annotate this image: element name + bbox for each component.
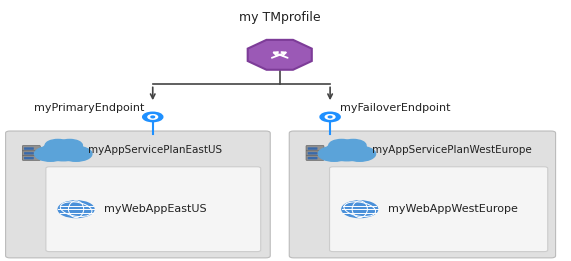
Text: myWebAppWestEurope: myWebAppWestEurope [388, 204, 517, 214]
FancyBboxPatch shape [24, 152, 34, 155]
FancyBboxPatch shape [22, 155, 41, 160]
Circle shape [325, 115, 335, 119]
Circle shape [42, 141, 85, 161]
FancyBboxPatch shape [24, 157, 34, 159]
FancyBboxPatch shape [306, 155, 324, 160]
Circle shape [60, 146, 92, 161]
Circle shape [45, 139, 71, 151]
FancyBboxPatch shape [306, 146, 324, 151]
Circle shape [151, 116, 155, 118]
FancyBboxPatch shape [24, 147, 34, 150]
Circle shape [148, 115, 158, 119]
Text: myWebAppEastUS: myWebAppEastUS [104, 204, 207, 214]
Circle shape [58, 201, 94, 218]
Circle shape [340, 139, 366, 151]
Circle shape [325, 141, 368, 161]
FancyBboxPatch shape [308, 152, 317, 155]
FancyBboxPatch shape [289, 131, 556, 258]
Text: myPrimaryEndpoint: myPrimaryEndpoint [34, 103, 144, 112]
FancyBboxPatch shape [308, 147, 317, 150]
FancyBboxPatch shape [46, 167, 261, 252]
FancyBboxPatch shape [22, 150, 41, 156]
FancyBboxPatch shape [329, 167, 548, 252]
Text: myFailoverEndpoint: myFailoverEndpoint [340, 103, 451, 112]
FancyBboxPatch shape [22, 146, 41, 151]
Circle shape [318, 146, 350, 161]
FancyBboxPatch shape [308, 157, 317, 159]
Circle shape [34, 146, 66, 161]
Circle shape [320, 112, 340, 122]
FancyBboxPatch shape [306, 150, 324, 156]
Circle shape [344, 146, 376, 161]
FancyBboxPatch shape [6, 131, 270, 258]
Circle shape [329, 139, 355, 151]
Polygon shape [248, 40, 312, 70]
Circle shape [57, 139, 82, 151]
Circle shape [328, 116, 332, 118]
Circle shape [143, 112, 163, 122]
Circle shape [342, 201, 377, 218]
Text: my TMprofile: my TMprofile [239, 11, 320, 24]
Text: myAppServicePlanEastUS: myAppServicePlanEastUS [89, 145, 223, 155]
Text: myAppServicePlanWestEurope: myAppServicePlanWestEurope [372, 145, 532, 155]
